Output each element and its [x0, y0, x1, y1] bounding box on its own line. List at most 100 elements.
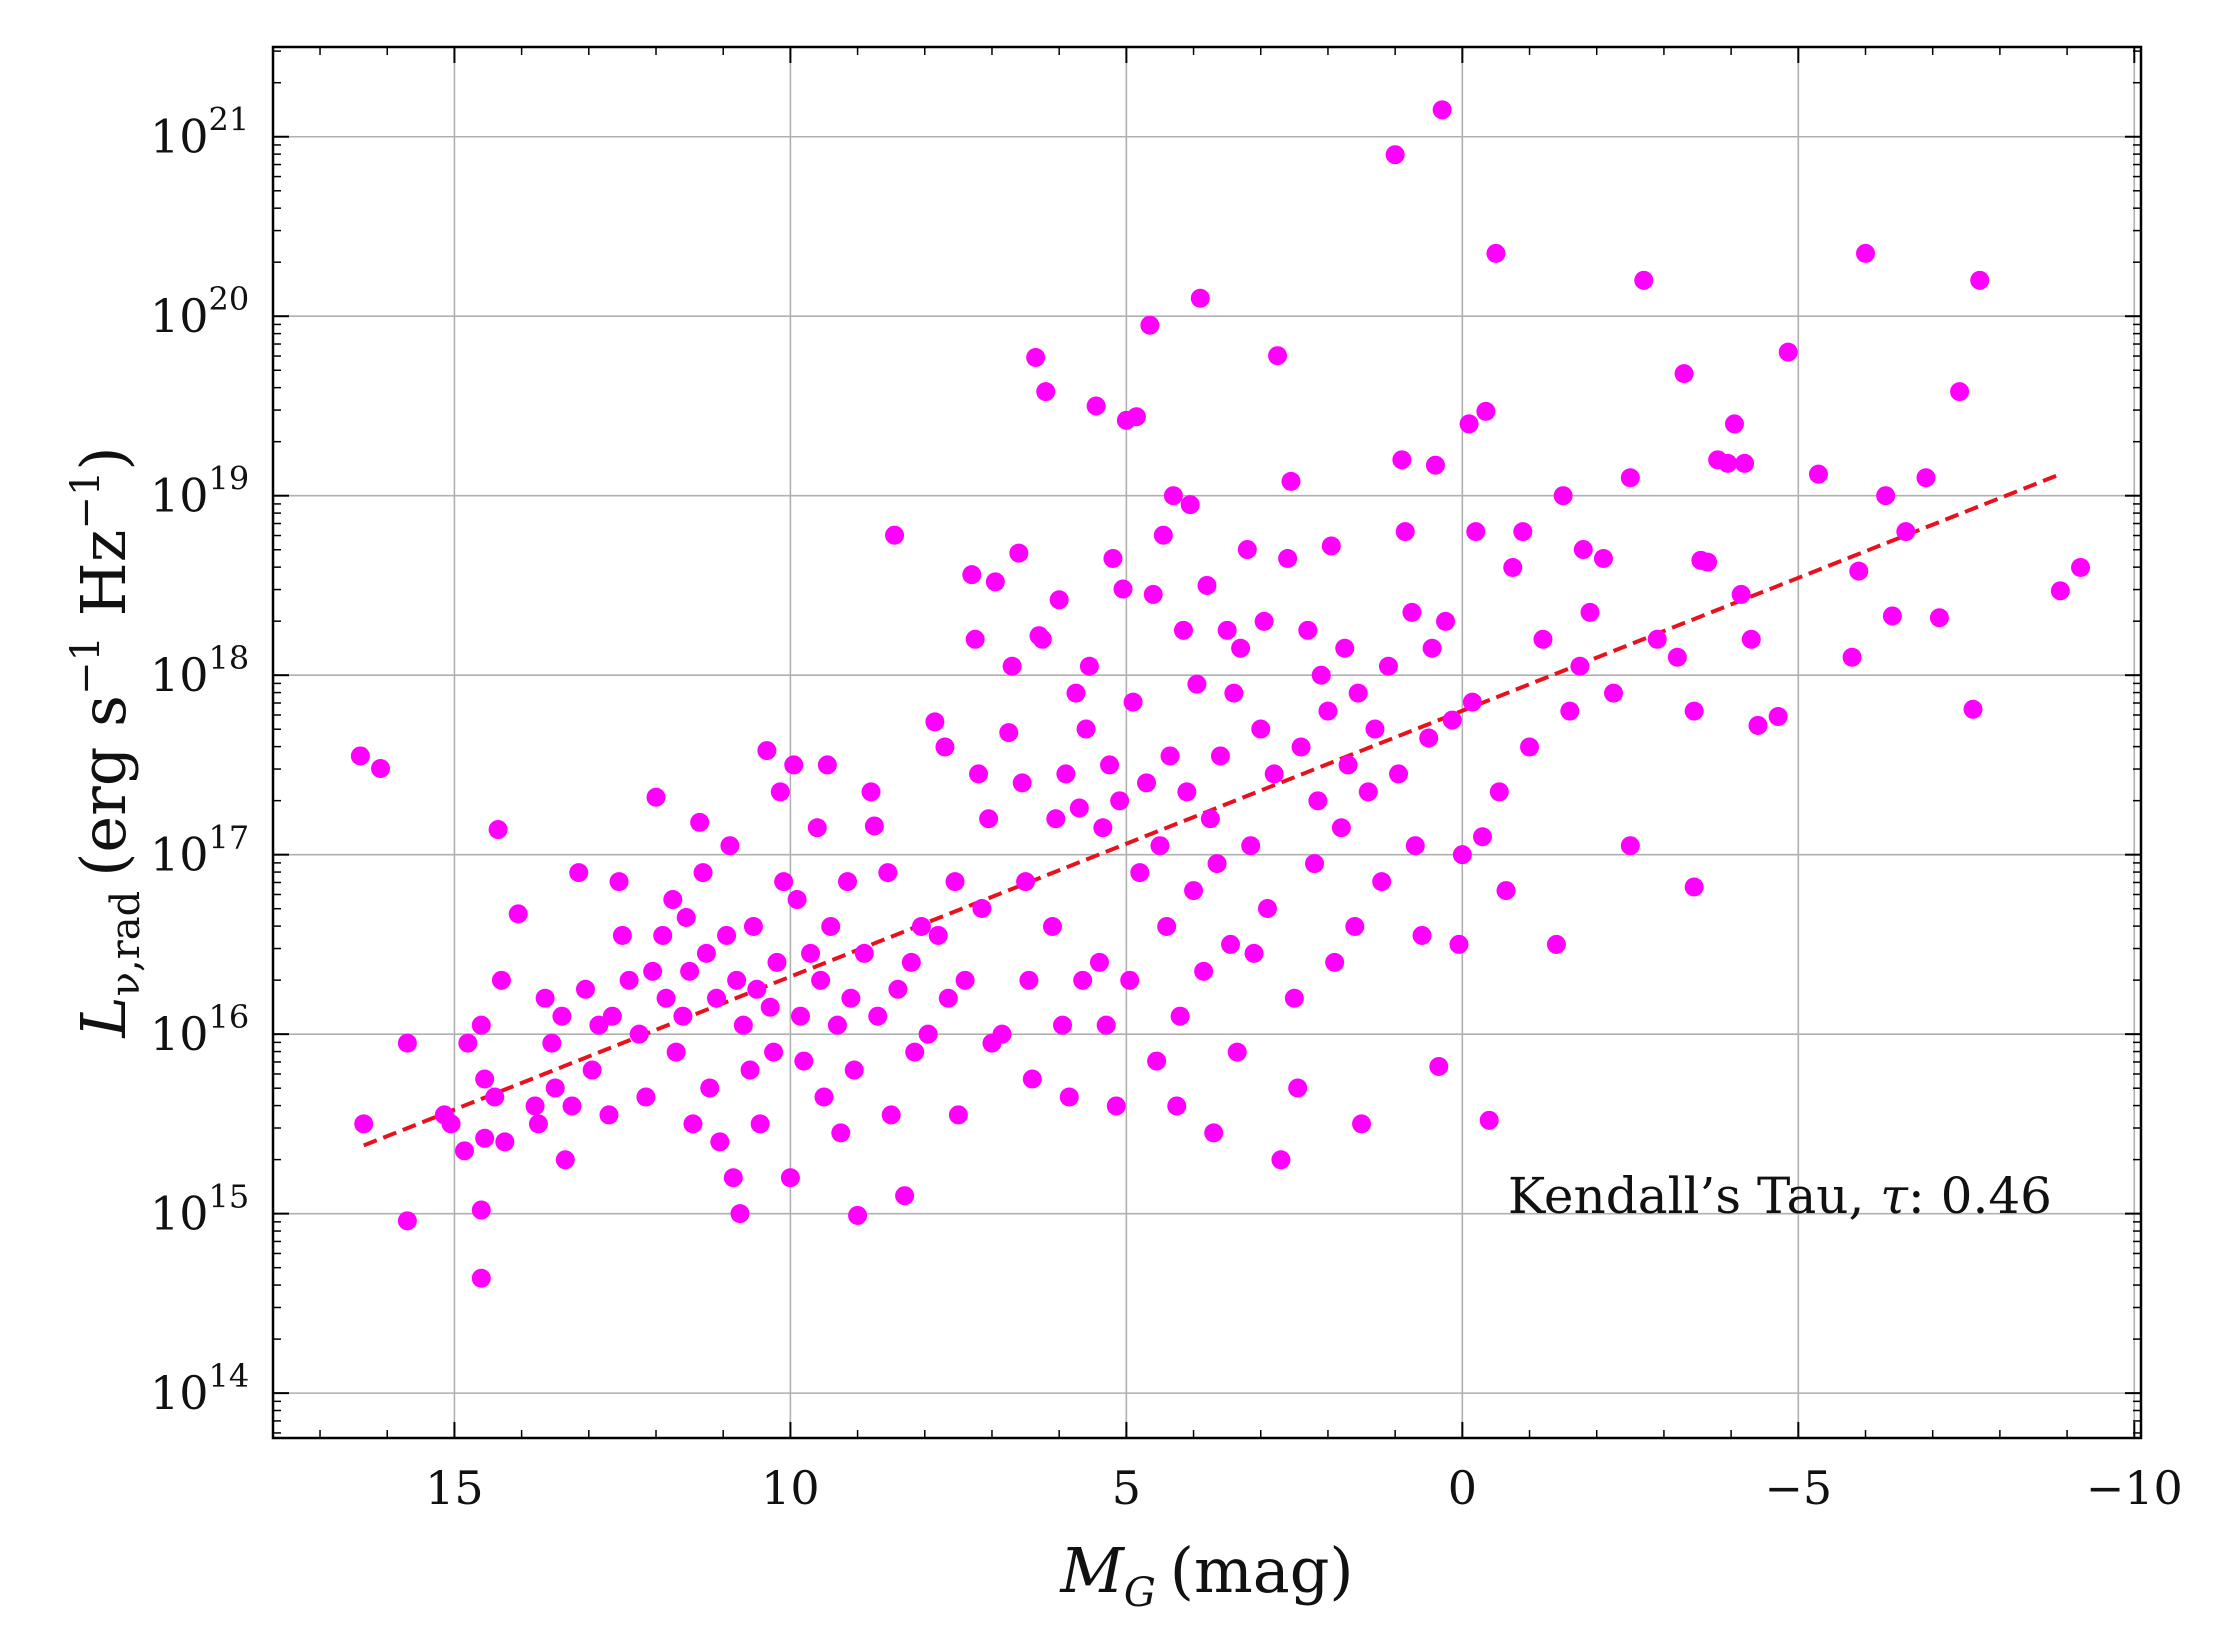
y-tick-label: 1016: [150, 998, 249, 1061]
data-point: [1496, 881, 1516, 901]
data-point: [1365, 719, 1385, 739]
data-point: [841, 988, 861, 1008]
data-point: [885, 525, 905, 545]
data-point: [1019, 970, 1039, 990]
data-point: [1056, 764, 1076, 784]
data-point: [1012, 773, 1032, 793]
data-point: [1570, 656, 1590, 676]
data-point: [861, 782, 881, 802]
data-point: [1200, 809, 1220, 829]
data-point: [757, 741, 777, 761]
data-point: [864, 816, 884, 836]
data-point: [1221, 934, 1241, 954]
data-point: [1520, 737, 1540, 757]
data-point: [720, 836, 740, 856]
data-point: [475, 1069, 495, 1089]
data-point: [1674, 364, 1694, 384]
data-point: [1190, 288, 1210, 308]
data-point: [589, 1015, 609, 1035]
y-tick-label: 1019: [150, 460, 249, 523]
data-point: [1308, 791, 1328, 811]
data-point: [1140, 315, 1160, 335]
data-point: [1489, 782, 1509, 802]
x-axis-label: MG (mag): [1059, 1534, 1353, 1616]
y-tick-labels: 1014 1015 1016 1017 1018 1019 1020 1021: [150, 101, 249, 1420]
data-point: [905, 1042, 925, 1062]
data-point: [1113, 579, 1133, 599]
data-point: [1009, 543, 1029, 563]
data-point: [723, 1168, 743, 1188]
data-point: [663, 890, 683, 910]
data-point: [848, 1205, 868, 1225]
data-point: [397, 1211, 417, 1231]
data-point: [1573, 540, 1593, 560]
data-point: [491, 970, 511, 990]
data-point: [545, 1078, 565, 1098]
data-point: [821, 916, 841, 936]
data-point: [1237, 540, 1257, 560]
data-point: [542, 1033, 562, 1053]
data-point: [696, 943, 716, 963]
data-point: [1963, 699, 1983, 719]
data-point: [700, 1078, 720, 1098]
data-point: [1291, 737, 1311, 757]
data-point: [1402, 602, 1422, 622]
data-point: [1305, 854, 1325, 874]
data-point: [1153, 525, 1173, 545]
data-point: [1167, 1096, 1187, 1116]
data-point: [1385, 145, 1405, 165]
plot-frame: [271, 45, 2143, 1440]
data-point: [1046, 809, 1066, 829]
data-point: [1916, 468, 1936, 488]
data-point: [1227, 1042, 1247, 1062]
data-point: [1254, 611, 1274, 631]
data-point: [831, 1123, 851, 1143]
data-point: [1002, 656, 1022, 676]
data-point: [525, 1096, 545, 1116]
data-point: [1970, 270, 1990, 290]
grid-lines: [273, 47, 2141, 1438]
data-point: [1724, 414, 1744, 434]
data-point: [868, 1006, 888, 1026]
data-point: [1076, 719, 1096, 739]
data-point: [938, 988, 958, 1008]
kendall-tau-annotation: Kendall’s Tau, τ: 0.46: [1508, 1167, 2052, 1225]
data-point: [827, 1015, 847, 1035]
data-point: [1392, 450, 1412, 470]
data-point: [1194, 961, 1214, 981]
data-point: [811, 970, 831, 990]
data-point: [354, 1114, 374, 1134]
data-point: [599, 1105, 619, 1125]
data-point: [1086, 396, 1106, 416]
data-point: [838, 872, 858, 892]
data-point: [1170, 1006, 1190, 1026]
data-point: [881, 1105, 901, 1125]
data-point: [1856, 243, 1876, 263]
data-point: [1130, 863, 1150, 883]
data-point: [676, 907, 696, 927]
data-point: [1059, 1087, 1079, 1107]
data-point: [1429, 1056, 1449, 1076]
data-point: [552, 1006, 572, 1026]
data-point: [1698, 552, 1718, 572]
data-point: [955, 970, 975, 990]
data-point: [1281, 471, 1301, 491]
data-point: [817, 755, 837, 775]
data-point: [780, 1168, 800, 1188]
data-point: [471, 1015, 491, 1035]
data-point: [794, 1051, 814, 1071]
data-point: [535, 988, 555, 1008]
data-point: [972, 899, 992, 919]
data-point: [774, 872, 794, 892]
data-point: [733, 1015, 753, 1035]
data-point: [528, 1114, 548, 1134]
data-point: [1204, 1123, 1224, 1143]
data-point: [619, 970, 639, 990]
data-point: [1110, 791, 1130, 811]
y-tick-label: 1017: [150, 819, 249, 882]
data-point: [1093, 818, 1113, 838]
data-point: [1580, 602, 1600, 622]
data-point: [965, 629, 985, 649]
